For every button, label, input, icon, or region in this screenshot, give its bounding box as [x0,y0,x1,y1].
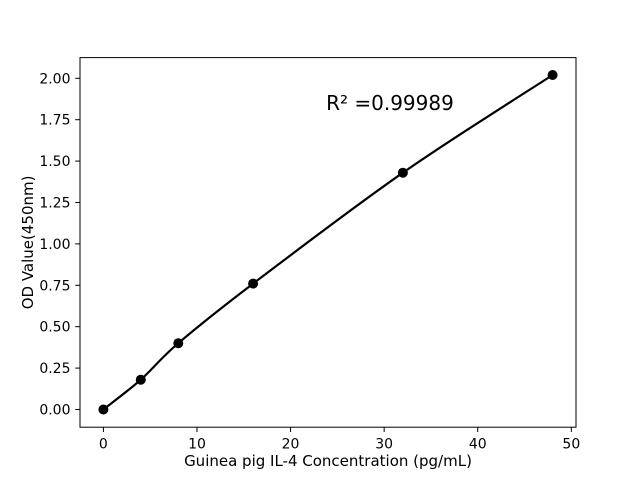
x-tick-label: 30 [375,437,393,453]
y-tick-label: 0.25 [39,361,70,377]
fit-curve-line [102,73,554,411]
data-point-marker [397,167,408,178]
data-point-marker [98,404,109,415]
y-tick-label: 0.75 [39,278,70,294]
y-tick-label: 0.50 [39,320,70,336]
y-tick-label: 1.75 [39,113,70,129]
x-tick-label: 0 [99,437,108,453]
y-tick-label: 1.00 [39,237,70,253]
x-axis-label: Guinea pig IL-4 Concentration (pg/mL) [184,452,472,470]
y-tick-label: 1.25 [39,195,70,211]
y-tick-label: 2.00 [39,71,70,87]
y-axis-label: OD Value(450nm) [19,176,37,310]
data-point-marker [173,338,184,349]
y-tick-label: 0.00 [39,402,70,418]
data-point-markers [98,70,558,415]
data-point-marker [248,278,259,289]
x-tick-label: 50 [562,437,580,453]
plot-border [79,57,577,428]
data-point-marker [547,70,558,80]
data-point-marker [135,374,146,385]
axis-ticks: 0 10 20 30 40 50 0.00 0.25 0.50 0.75 1.00 1.25 1.50 1… [39,71,580,452]
x-tick-label: 40 [469,437,487,453]
y-tick-label: 1.50 [39,154,70,170]
x-tick-label: 20 [282,437,300,453]
r-squared-annotation: R² =0.99989 [326,91,454,115]
x-tick-label: 10 [188,437,206,453]
